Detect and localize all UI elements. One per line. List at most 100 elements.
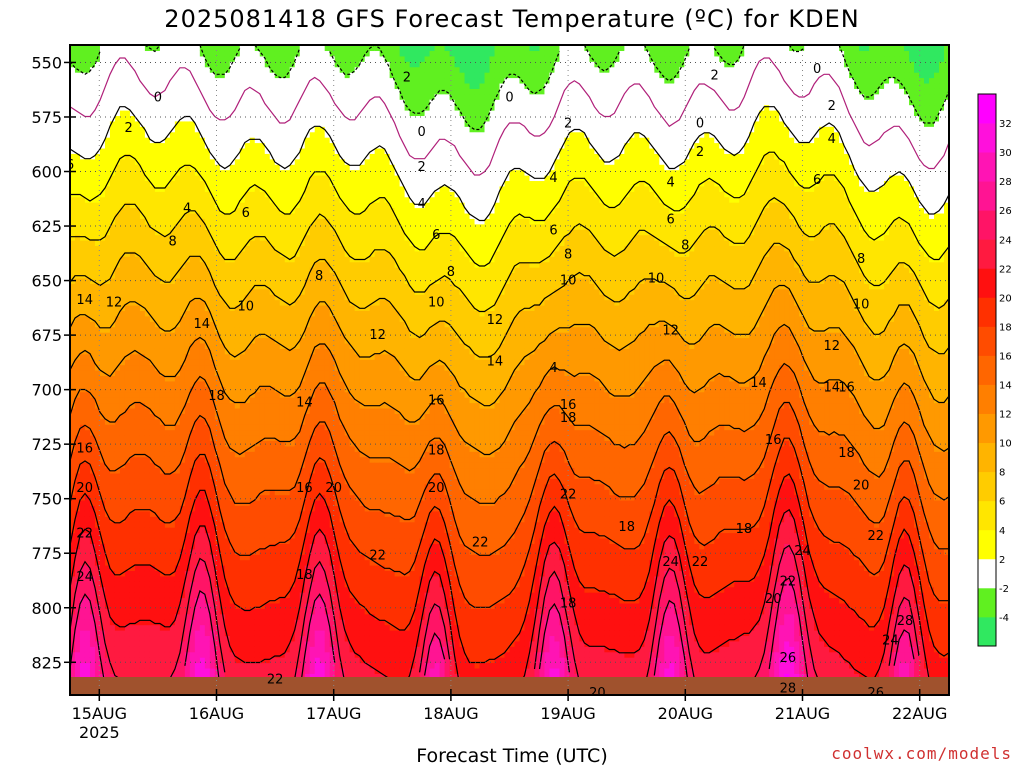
field-cell: [144, 229, 151, 236]
field-cell: [264, 635, 271, 642]
field-cell: [184, 164, 191, 171]
field-cell: [154, 212, 161, 219]
field-cell: [169, 521, 176, 528]
field-cell: [154, 619, 161, 626]
field-cell: [129, 370, 136, 377]
field-cell: [124, 359, 131, 366]
field-cell: [224, 212, 231, 219]
field-cell: [70, 164, 76, 171]
field-cell: [244, 207, 251, 214]
field-cell: [114, 554, 121, 561]
field-cell: [164, 472, 171, 479]
field-cell: [224, 126, 231, 133]
field-cell: [179, 305, 186, 312]
field-cell: [174, 402, 181, 409]
field-cell: [219, 131, 226, 138]
field-cell: [84, 218, 91, 225]
field-cell: [214, 332, 221, 339]
field-cell: [144, 651, 151, 658]
field-cell: [269, 88, 276, 95]
field-cell: [169, 640, 176, 647]
field-cell: [249, 66, 256, 73]
field-cell: [119, 326, 126, 333]
field-cell: [244, 391, 251, 398]
field-cell: [144, 630, 151, 637]
field-cell: [84, 402, 91, 409]
field-cell: [84, 61, 91, 68]
field-cell: [159, 559, 166, 566]
field-cell: [184, 500, 191, 507]
field-cell: [124, 435, 131, 442]
field-cell: [259, 521, 266, 528]
field-cell: [154, 61, 161, 68]
field-cell: [179, 359, 186, 366]
field-cell: [119, 256, 126, 263]
field-cell: [204, 445, 211, 452]
field-cell: [189, 489, 196, 496]
field-cell: [209, 440, 216, 447]
field-cell: [94, 657, 101, 664]
field-cell: [264, 494, 271, 501]
field-cell: [129, 99, 136, 106]
field-cell: [259, 445, 266, 452]
field-cell: [204, 332, 211, 339]
field-cell: [179, 527, 186, 534]
field-cell: [109, 646, 116, 653]
field-cell: [194, 164, 201, 171]
field-cell: [164, 456, 171, 463]
field-cell: [179, 592, 186, 599]
field-cell: [74, 402, 81, 409]
field-cell: [224, 169, 231, 176]
field-cell: [89, 342, 96, 349]
field-cell: [164, 50, 171, 57]
field-cell: [219, 104, 226, 111]
field-cell: [89, 175, 96, 182]
field-cell: [79, 261, 86, 268]
field-cell: [164, 380, 171, 387]
field-cell: [249, 169, 256, 176]
field-cell: [79, 370, 86, 377]
field-cell: [264, 613, 271, 620]
field-cell: [129, 456, 136, 463]
field-cell: [244, 50, 251, 57]
field-cell: [169, 597, 176, 604]
field-cell: [274, 494, 281, 501]
field-cell: [209, 575, 216, 582]
field-cell: [144, 321, 151, 328]
field-cell: [159, 82, 166, 89]
field-cell: [259, 164, 266, 171]
field-cell: [169, 218, 176, 225]
field-cell: [70, 99, 76, 106]
field-cell: [209, 521, 216, 528]
field-cell: [229, 435, 236, 442]
field-cell: [74, 72, 81, 79]
field-cell: [269, 131, 276, 138]
field-cell: [184, 326, 191, 333]
field-cell: [204, 548, 211, 555]
field-cell: [154, 494, 161, 501]
field-cell: [149, 240, 156, 247]
field-cell: [234, 537, 241, 544]
field-cell: [104, 624, 111, 631]
field-cell: [119, 142, 126, 149]
field-cell: [264, 218, 271, 225]
field-cell: [244, 82, 251, 89]
field-cell: [109, 424, 116, 431]
field-cell: [164, 196, 171, 203]
field-cell: [124, 467, 131, 474]
field-cell: [274, 505, 281, 512]
field-cell: [274, 554, 281, 561]
field-cell: [204, 565, 211, 572]
field-cell: [144, 640, 151, 647]
field-cell: [214, 142, 221, 149]
field-cell: [244, 440, 251, 447]
field-cell: [189, 348, 196, 355]
field-cell: [94, 467, 101, 474]
field-cell: [249, 472, 256, 479]
field-cell: [179, 142, 186, 149]
field-cell: [139, 494, 146, 501]
field-cell: [184, 445, 191, 452]
field-cell: [209, 55, 216, 62]
field-cell: [119, 72, 126, 79]
field-cell: [139, 456, 146, 463]
